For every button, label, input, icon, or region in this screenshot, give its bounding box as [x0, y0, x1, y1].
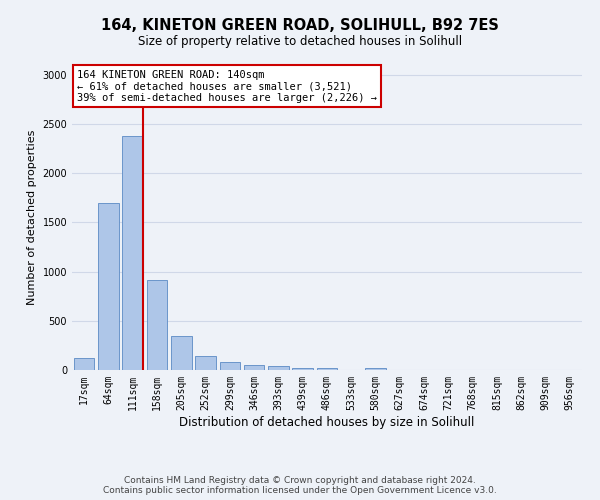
Bar: [98, 202, 119, 370]
Text: 164, KINETON GREEN ROAD, SOLIHULL, B92 7ES: 164, KINETON GREEN ROAD, SOLIHULL, B92 7…: [101, 18, 499, 32]
Bar: [74, 358, 94, 370]
Bar: [171, 336, 191, 370]
Text: Size of property relative to detached houses in Solihull: Size of property relative to detached ho…: [138, 35, 462, 48]
Y-axis label: Number of detached properties: Number of detached properties: [27, 130, 37, 305]
Bar: [244, 364, 265, 370]
Bar: [195, 356, 216, 370]
Text: 164 KINETON GREEN ROAD: 140sqm
← 61% of detached houses are smaller (3,521)
39% : 164 KINETON GREEN ROAD: 140sqm ← 61% of …: [77, 70, 377, 103]
Bar: [122, 136, 143, 370]
Bar: [268, 366, 289, 370]
Text: Contains HM Land Registry data © Crown copyright and database right 2024.
Contai: Contains HM Land Registry data © Crown c…: [103, 476, 497, 495]
X-axis label: Distribution of detached houses by size in Solihull: Distribution of detached houses by size …: [179, 416, 475, 428]
Bar: [292, 368, 313, 370]
Bar: [220, 362, 240, 370]
Bar: [146, 280, 167, 370]
Bar: [365, 368, 386, 370]
Bar: [317, 368, 337, 370]
